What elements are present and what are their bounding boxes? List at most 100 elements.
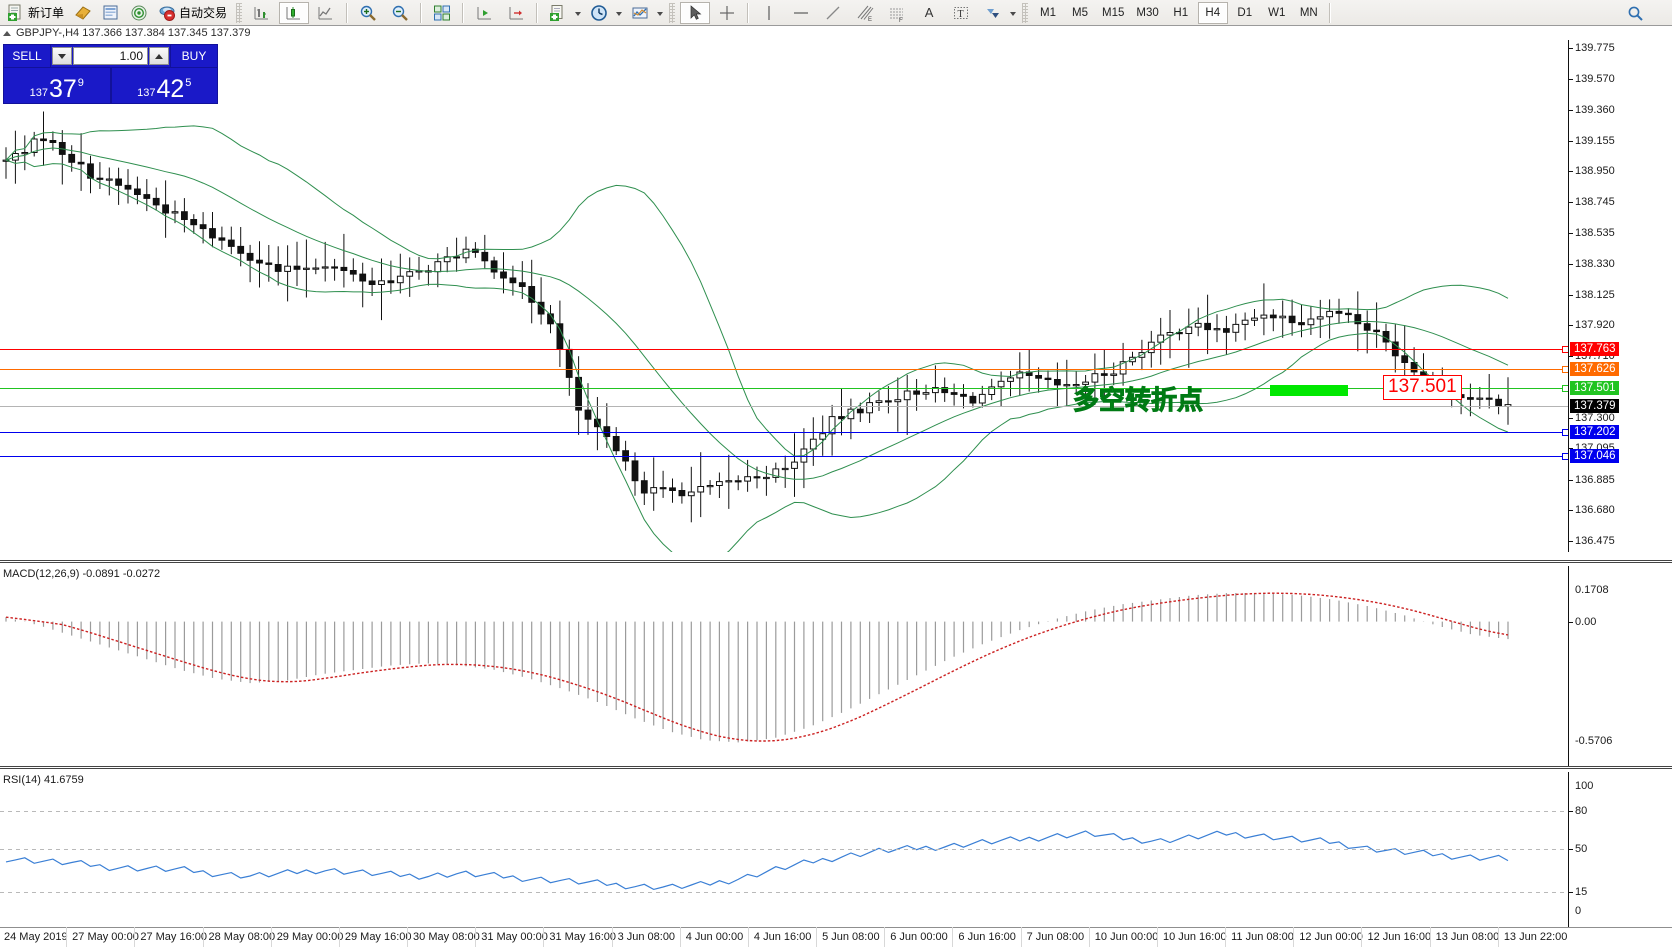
indicators-chevron-down-icon[interactable] — [657, 12, 664, 16]
network-icon[interactable] — [130, 4, 148, 22]
price-label-box[interactable]: 137.501 — [1383, 374, 1462, 400]
level-line-137-202[interactable] — [0, 429, 1568, 437]
price-y-tick: 136.885 — [1569, 474, 1615, 486]
time-axis[interactable]: 24 May 2019 27 May 00:00 27 May 16:00 28 Ma… — [0, 927, 1672, 950]
sell-price-fraction: 9 — [77, 77, 84, 89]
level-line-137-501[interactable] — [0, 384, 1568, 392]
price-level-tag[interactable]: 137.046 — [1570, 448, 1619, 463]
price-y-tick: 138.745 — [1569, 196, 1615, 208]
crosshair-icon[interactable] — [712, 2, 742, 24]
tab-timeframe-m1[interactable]: M1 — [1040, 6, 1057, 19]
price-y-tick: 139.155 — [1569, 135, 1615, 147]
time-axis-tick: 10 Jun 00:00 — [1088, 927, 1158, 947]
rsi-y-tick: 0 — [1575, 905, 1582, 917]
line-chart-icon[interactable] — [311, 2, 341, 24]
macd-chart-pane[interactable]: MACD(12,26,9) -0.0891 -0.0272 0.1708 0.00… — [0, 566, 1672, 769]
macd-y-tick: -0.5706 — [1575, 735, 1613, 747]
level-line-137-763[interactable] — [0, 345, 1568, 353]
buy-price-display[interactable]: 137 42 5 — [110, 68, 218, 104]
macd-y-tick: 0.00 — [1569, 616, 1596, 628]
price-series-svg — [2, 111, 1512, 552]
time-axis-tick: 27 May 00:00 — [66, 927, 139, 947]
templates-chevron-down-icon[interactable] — [575, 12, 582, 16]
macd-y-axis[interactable]: 0.1708 0.00 -0.5706 — [1568, 566, 1672, 769]
period-icon[interactable] — [584, 2, 614, 24]
text-icon[interactable]: A — [924, 5, 934, 20]
tab-timeframe-mn[interactable]: MN — [1299, 6, 1318, 19]
tab-timeframe-h1[interactable]: H1 — [1173, 6, 1189, 19]
shapes-chevron-down-icon[interactable] — [1010, 12, 1017, 16]
toolbar-grip-2[interactable] — [669, 2, 676, 23]
period-chevron-down-icon[interactable] — [616, 12, 623, 16]
collapse-triangle-icon[interactable] — [3, 30, 11, 36]
tab-timeframe-h4[interactable]: H4 — [1197, 1, 1228, 24]
chart-shift-icon[interactable] — [469, 2, 499, 24]
candlestick-chart-icon[interactable] — [279, 1, 310, 24]
tab-timeframe-w1[interactable]: W1 — [1268, 6, 1286, 19]
sell-button[interactable]: SELL — [3, 44, 51, 68]
tab-timeframe-d1[interactable]: D1 — [1237, 6, 1253, 19]
tab-timeframe-m15[interactable]: M15 — [1102, 6, 1125, 19]
one-click-trading-panel[interactable]: SELL 1.00 BUY 137 37 9 137 42 5 — [3, 44, 218, 104]
sell-price-prefix: 137 — [29, 87, 48, 99]
expert-advisors-icon[interactable] — [74, 4, 92, 22]
time-axis-tick: 6 Jun 16:00 — [952, 927, 1016, 947]
pane-separator-macd[interactable] — [0, 560, 1672, 563]
time-axis-tick: 31 May 16:00 — [543, 927, 616, 947]
text-label-icon[interactable]: T — [946, 2, 976, 24]
horizontal-line-icon[interactable] — [786, 2, 816, 24]
trendline-icon[interactable] — [818, 2, 848, 24]
indicators-icon[interactable] — [625, 2, 655, 24]
shapes-icon[interactable] — [978, 2, 1008, 24]
zoom-out-icon[interactable] — [385, 2, 415, 24]
time-axis-tick: 10 Jun 16:00 — [1156, 927, 1227, 947]
vertical-line-icon[interactable] — [754, 2, 784, 24]
price-y-axis[interactable]: 139.775 139.570 139.360 139.155 138.950 138.7… — [1568, 40, 1672, 552]
level-line-137-379[interactable] — [0, 405, 1568, 407]
price-y-tick: 138.330 — [1569, 258, 1615, 270]
tile-windows-icon[interactable] — [427, 2, 457, 24]
price-plot-area[interactable]: 多空转折点 — [0, 40, 1568, 552]
level-line-137-046[interactable] — [0, 452, 1568, 460]
tab-timeframe-m30[interactable]: M30 — [1136, 6, 1159, 19]
templates-icon[interactable] — [543, 2, 573, 24]
price-level-tag[interactable]: 137.626 — [1570, 361, 1619, 376]
macd-plot-area[interactable] — [0, 566, 1568, 769]
tab-timeframe-m5[interactable]: M5 — [1072, 6, 1089, 19]
equidistant-channel-icon[interactable]: E — [850, 2, 880, 24]
cursor-icon[interactable] — [680, 1, 711, 24]
price-level-tag[interactable]: 137.501 — [1570, 380, 1619, 395]
price-chart-pane[interactable]: 多空转折点 137.501 139.775 139.570 139.360 139.1… — [0, 40, 1672, 552]
pane-separator-rsi[interactable] — [0, 766, 1672, 769]
time-axis-tick: 28 May 08:00 — [202, 927, 275, 947]
level-line-137-626[interactable] — [0, 365, 1568, 373]
rsi-plot-area[interactable] — [0, 772, 1568, 927]
volume-increase-button[interactable] — [149, 47, 169, 65]
chart-autoscroll-icon[interactable] — [501, 2, 531, 24]
fibonacci-icon[interactable]: F — [882, 2, 912, 24]
volume-stepper[interactable]: 1.00 — [51, 44, 170, 68]
price-level-tag[interactable]: 137.763 — [1570, 341, 1619, 356]
volume-input[interactable]: 1.00 — [73, 47, 148, 65]
symbol-info-bar: GBPJPY-,H4 137.366 137.384 137.345 137.3… — [0, 26, 1672, 40]
toolbar-grip[interactable] — [236, 2, 243, 23]
time-axis-tick: 11 Jun 08:00 — [1225, 927, 1294, 947]
volume-decrease-button[interactable] — [52, 47, 72, 65]
sell-price-display[interactable]: 137 37 9 — [3, 68, 111, 104]
rsi-indicator-label: RSI(14) 41.6759 — [3, 774, 87, 786]
price-level-tag[interactable]: 137.379 — [1570, 398, 1619, 413]
price-level-tag[interactable]: 137.202 — [1570, 425, 1619, 440]
zoom-in-icon[interactable] — [353, 2, 383, 24]
bar-chart-icon[interactable] — [247, 2, 277, 24]
rsi-chart-pane[interactable]: RSI(14) 41.6759 100 80 50 15 0 — [0, 772, 1672, 927]
macd-y-tick: 0.1708 — [1575, 584, 1609, 596]
new-order-button[interactable]: 新订单 — [2, 1, 69, 25]
data-window-icon[interactable] — [102, 4, 120, 22]
auto-trading-button[interactable]: 自动交易 — [153, 1, 232, 25]
rsi-y-axis[interactable]: 100 80 50 15 0 — [1568, 772, 1672, 927]
toolbar-grip-3[interactable] — [1022, 2, 1029, 23]
buy-button[interactable]: BUY — [170, 44, 218, 68]
search-icon[interactable] — [1620, 2, 1650, 24]
price-y-tick: 137.920 — [1569, 319, 1615, 331]
time-axis-tick: 4 Jun 00:00 — [679, 927, 743, 947]
